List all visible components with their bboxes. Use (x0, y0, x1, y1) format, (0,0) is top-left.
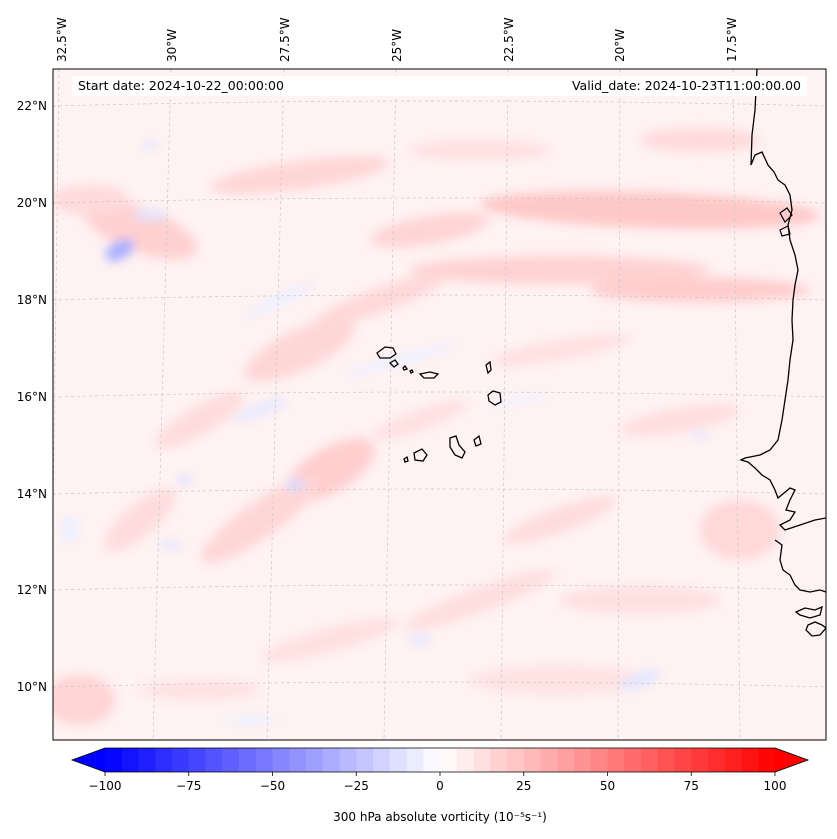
colorbar-cells (105, 748, 776, 772)
colorbar-cell (272, 748, 290, 772)
start-date-annotation: Start date: 2024-10-22_00:00:00 (72, 76, 458, 96)
colorbar-cell (758, 748, 776, 772)
lon-label: 25°W (390, 29, 404, 62)
lat-label: 12°N (17, 583, 47, 597)
colorbar-cell (473, 748, 491, 772)
colorbar-cell (607, 748, 625, 772)
vorticity-field (53, 69, 826, 740)
colorbar-cell (205, 748, 223, 772)
colorbar-cell (674, 748, 692, 772)
colorbar-tick-label: −50 (260, 779, 285, 793)
colorbar-extend-left (72, 748, 105, 772)
colorbar-cell (724, 748, 743, 772)
colorbar-cell (741, 748, 759, 772)
colorbar-cell (523, 748, 542, 772)
colorbar-cell (406, 748, 424, 772)
lat-label: 22°N (17, 99, 47, 113)
colorbar-cell (574, 748, 592, 772)
colorbar-cell (540, 748, 558, 772)
colorbar-cell (289, 748, 307, 772)
colorbar-cell (322, 748, 341, 772)
vorticity-blobs (53, 128, 820, 725)
coast-islet (779, 207, 793, 237)
colorbar-cell (657, 748, 676, 772)
lon-label: 30°W (165, 29, 179, 62)
gridlines (53, 69, 826, 740)
valid-date-text: Valid_date: 2024-10-23T11:00:00.00 (571, 78, 801, 93)
colorbar-cell (155, 748, 173, 772)
valid-date-annotation: Valid_date: 2024-10-23T11:00:00.00 (452, 76, 807, 96)
colorbar-cell (440, 748, 458, 772)
colorbar-cell (239, 748, 257, 772)
colorbar-cell (255, 748, 274, 772)
colorbar-cell (188, 748, 207, 772)
colorbar-tick-label: 50 (600, 779, 615, 793)
lat-label: 10°N (17, 680, 47, 694)
colorbar-cell (172, 748, 190, 772)
colorbar-label: 300 hPa absolute vorticity (10⁻⁵s⁻¹) (333, 810, 547, 824)
colorbar-cell (222, 748, 240, 772)
colorbar-cell (624, 748, 642, 772)
colorbar-cell (356, 748, 374, 772)
colorbar-cell (708, 748, 726, 772)
colorbar-tick-label: 75 (684, 779, 699, 793)
lat-label: 14°N (17, 487, 47, 501)
colorbar-cell (641, 748, 659, 772)
colorbar: −100 −75 −50 −25 0 25 50 75 100 300 hPa absolute… (70, 747, 810, 824)
colorbar-cell (423, 748, 441, 772)
colorbar-cell (490, 748, 508, 772)
colorbar-cell (691, 748, 709, 772)
lat-label: 16°N (17, 390, 47, 404)
colorbar-cell (557, 748, 575, 772)
start-date-text: Start date: 2024-10-22_00:00:00 (78, 78, 284, 93)
colorbar-tick-label: −75 (176, 779, 201, 793)
colorbar-tick-label: −25 (344, 779, 369, 793)
colorbar-cell (590, 748, 609, 772)
lon-label: 17.5°W (725, 17, 739, 62)
colorbar-extend-right (775, 748, 808, 772)
colorbar-cell (339, 748, 357, 772)
map-frame (52, 68, 827, 741)
africa-coastline-south (774, 539, 826, 637)
lon-label: 27.5°W (278, 17, 292, 62)
colorbar-ticks: −100 −75 −50 −25 0 25 50 75 100 (89, 772, 787, 793)
colorbar-tick-label: 100 (764, 779, 787, 793)
colorbar-cell (138, 748, 156, 772)
colorbar-cell (306, 748, 324, 772)
colorbar-cell (121, 748, 140, 772)
lat-labels: 22°N 20°N 18°N 16°N 14°N 12°N 10°N (17, 99, 47, 694)
colorbar-cell (507, 748, 525, 772)
colorbar-tick-label: 25 (516, 779, 531, 793)
lon-label: 32.5°W (55, 17, 69, 62)
lat-label: 18°N (17, 293, 47, 307)
lat-label: 20°N (17, 196, 47, 210)
colorbar-cell (456, 748, 475, 772)
colorbar-cell (389, 748, 408, 772)
colorbar-cell (105, 748, 123, 772)
lon-labels: 32.5°W 30°W 27.5°W 25°W 22.5°W 20°W 17.5… (55, 17, 739, 62)
colorbar-tick-label: 0 (436, 779, 444, 793)
lon-label: 20°W (613, 29, 627, 62)
cape-verde-islands (376, 346, 502, 463)
africa-coastline (739, 69, 826, 531)
colorbar-cell (373, 748, 391, 772)
lon-label: 22.5°W (502, 17, 516, 62)
colorbar-tick-label: −100 (89, 779, 122, 793)
